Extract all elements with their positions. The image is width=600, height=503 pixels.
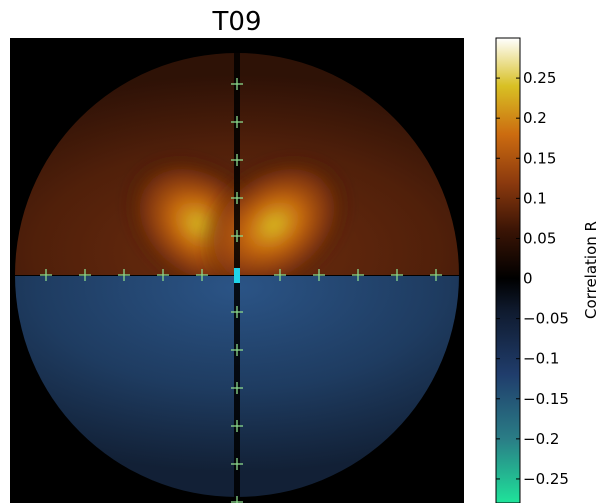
center-marker (234, 268, 240, 283)
plus-marker (231, 192, 243, 204)
plus-marker (231, 230, 243, 242)
plus-marker (231, 116, 243, 128)
plus-marker (231, 496, 243, 503)
plus-marker (231, 382, 243, 394)
chart-title: T09 (212, 7, 262, 37)
marker-layer (40, 78, 442, 503)
colorbar-tick-label: −0.2 (523, 430, 559, 448)
plus-marker (352, 269, 364, 281)
colorbar-tick-label: −0.1 (523, 350, 559, 368)
colorbar-tick-label: 0.1 (523, 189, 547, 207)
plus-marker (430, 269, 442, 281)
colorbar-tick-label: −0.05 (523, 310, 569, 328)
colorbar-label: Correlation R (582, 221, 600, 319)
plus-marker (40, 269, 52, 281)
plus-marker (79, 269, 91, 281)
colorbar-fill (496, 38, 520, 503)
colorbar-tick-label: 0.25 (523, 69, 556, 87)
colorbar-tick-label: 0 (523, 270, 533, 288)
colorbar-frame (495, 37, 521, 503)
plus-marker (196, 269, 208, 281)
plus-marker (274, 269, 286, 281)
plus-marker (231, 154, 243, 166)
plus-marker (391, 269, 403, 281)
colorbar-tick-label: −0.15 (523, 390, 569, 408)
plus-marker (231, 344, 243, 356)
heatmap-axes (10, 38, 464, 503)
colorbar-tick-label: 0.15 (523, 149, 556, 167)
colorbar-ticks: 0.25 0.2 0.15 0.1 0.05 0 −0.05 −0.1 −0.15 −0.2 −0.… (496, 69, 569, 488)
plus-marker (313, 269, 325, 281)
plus-marker (231, 78, 243, 90)
colorbar-tick-label: −0.25 (523, 470, 569, 488)
colorbar-tick-label: 0.2 (523, 109, 547, 127)
plus-marker (231, 306, 243, 318)
colorbar: 0.25 0.2 0.15 0.1 0.05 0 −0.05 −0.1 −0.15 −0.2 −0.… (495, 37, 600, 503)
colorbar-tick-label: 0.05 (523, 229, 556, 247)
plus-marker (157, 269, 169, 281)
plus-marker (231, 420, 243, 432)
plus-marker (231, 458, 243, 470)
plus-marker (118, 269, 130, 281)
